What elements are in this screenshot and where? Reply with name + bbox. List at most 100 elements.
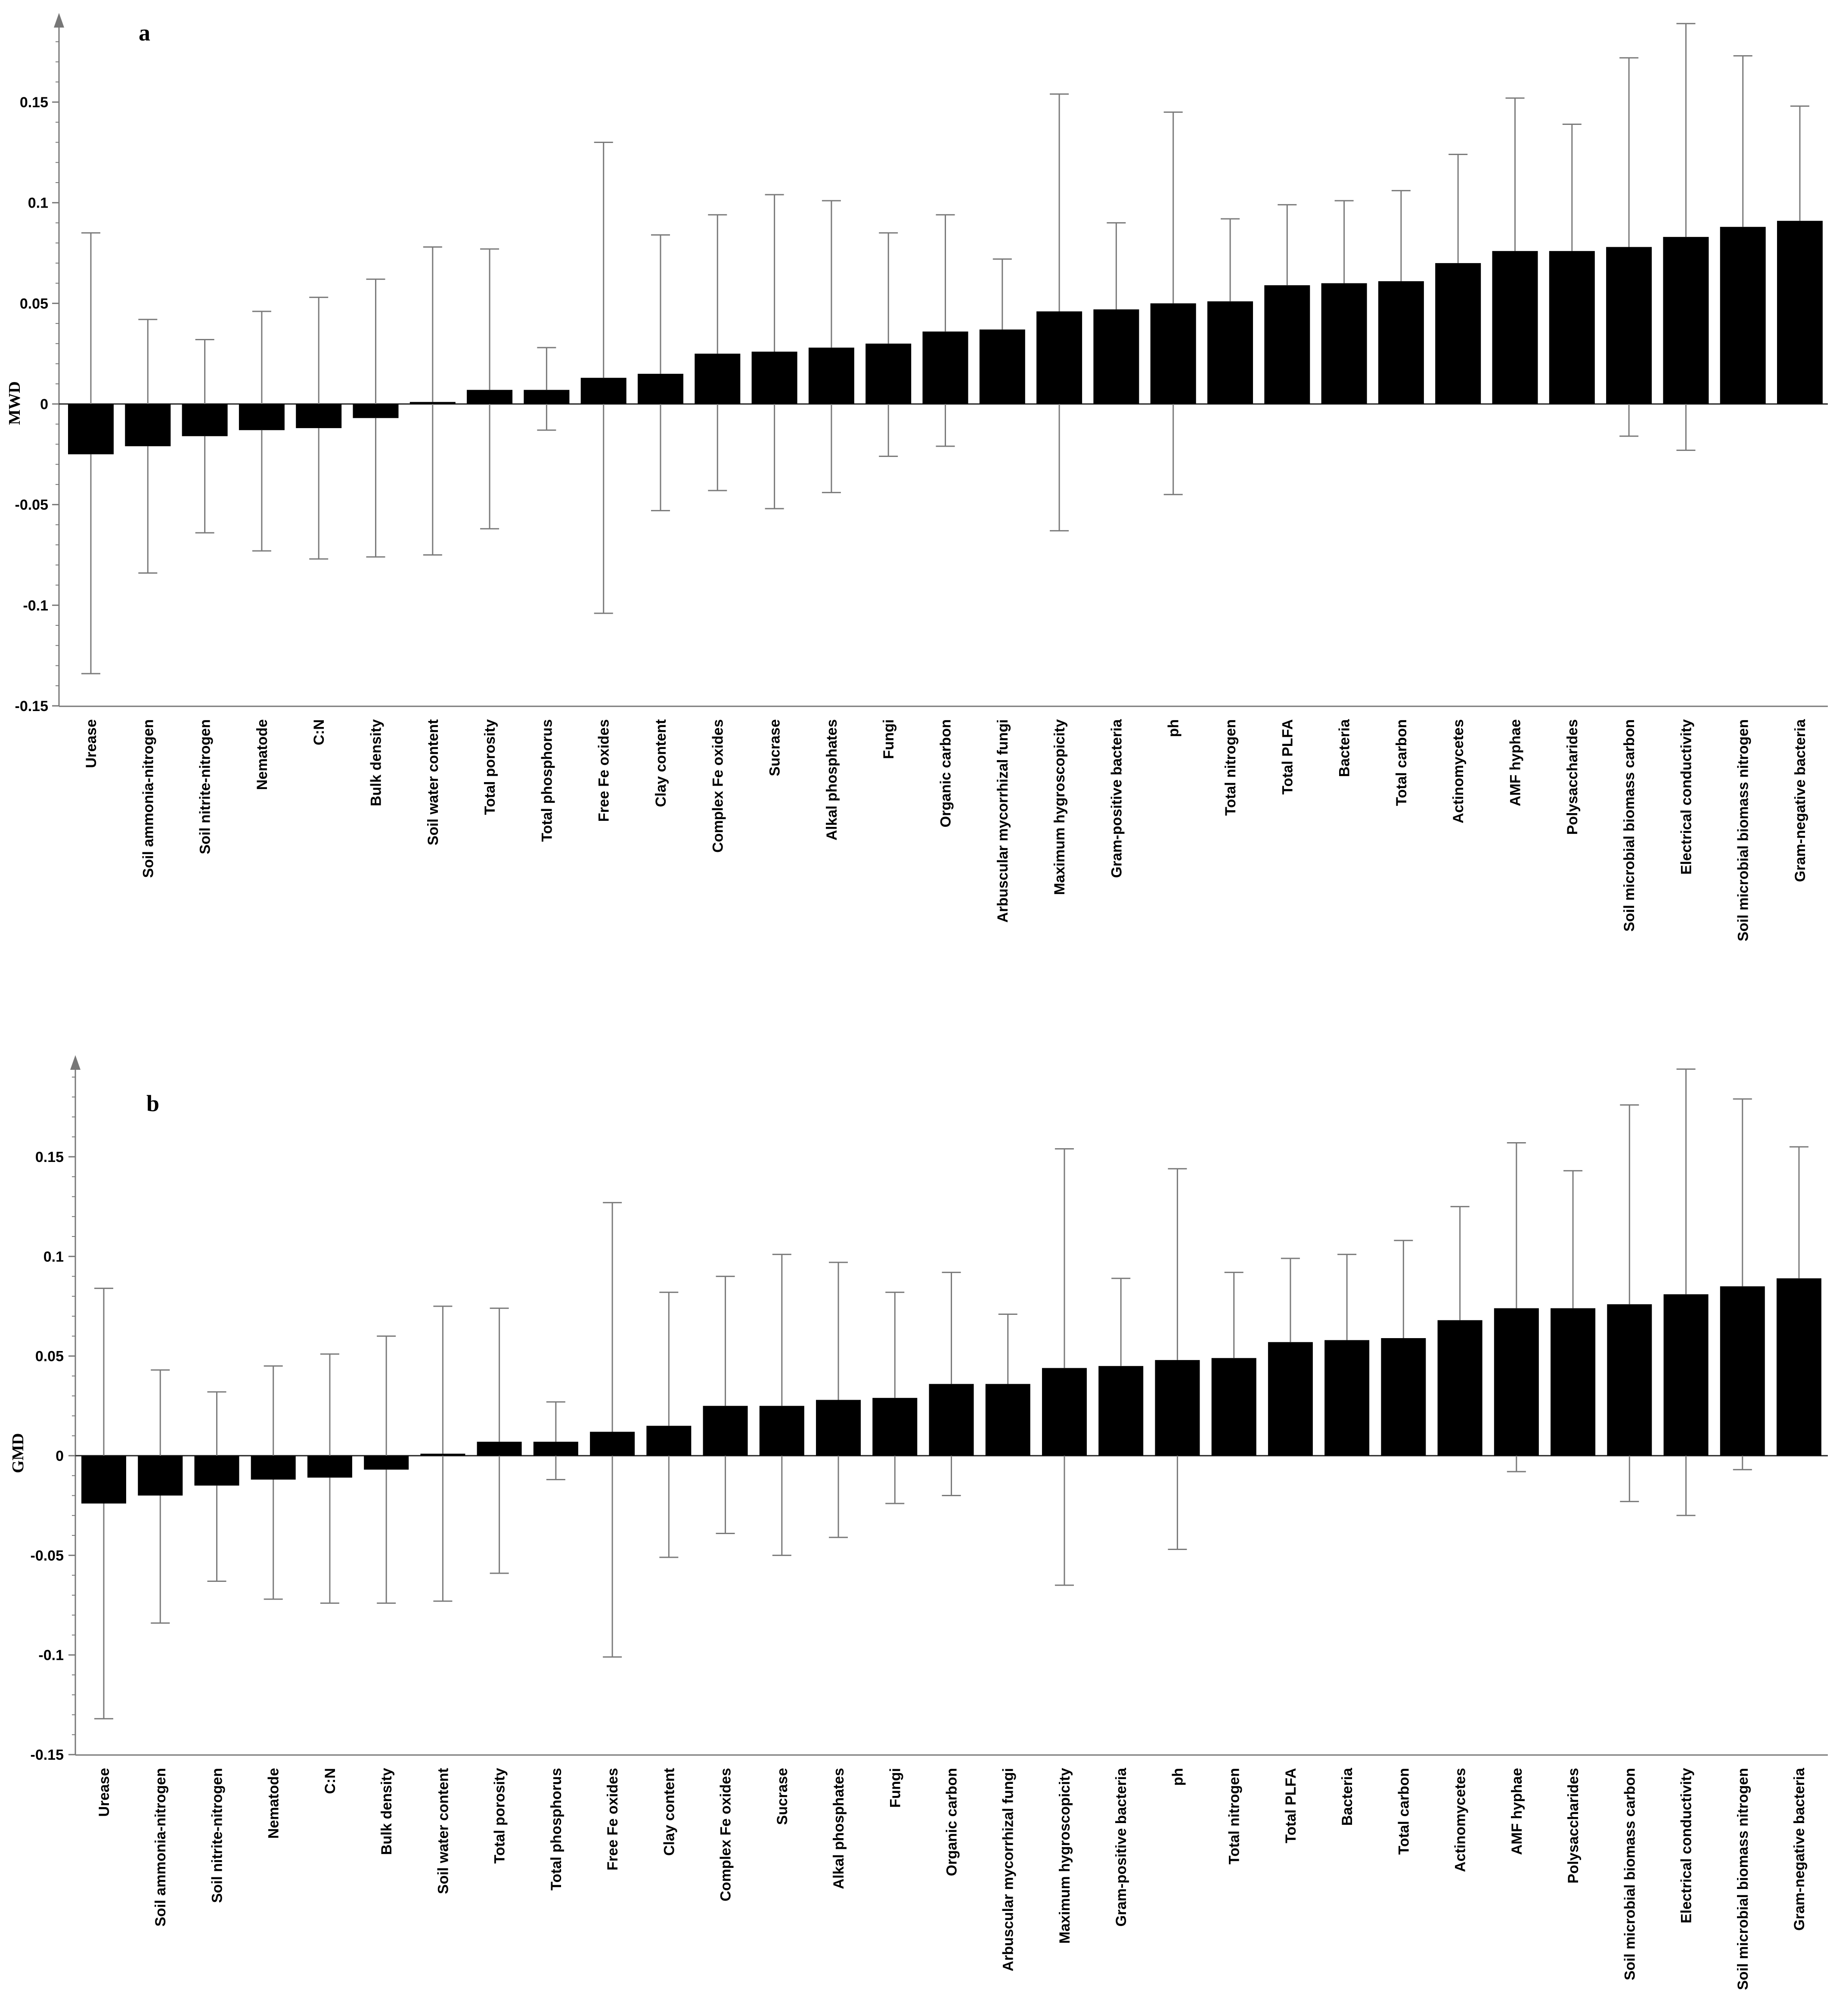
bar [1155, 1360, 1200, 1456]
x-tick-label: Total phosphorus [539, 719, 555, 842]
x-tick-label: Organic carbon [944, 1768, 960, 1876]
x-tick-label: Sucrase [774, 1768, 791, 1825]
bar [533, 1441, 578, 1456]
x-tick-label: Gram-negative bacteria [1792, 719, 1808, 882]
bar [1663, 1294, 1709, 1456]
bar [1036, 311, 1082, 404]
x-tick-label: Alkal phosphates [824, 719, 840, 841]
bar [353, 404, 399, 418]
y-tick-label: -0.15 [31, 1747, 64, 1763]
panel-a-chart: a MWD 0.15 0.1 0.05 0 -0.05 -0.1 -0.15 Urease So… [6, 13, 1828, 941]
x-tick-label: Soil nitrite-nitrogen [209, 1768, 225, 1903]
x-tick-label: Urease [83, 719, 99, 768]
bar [125, 404, 171, 447]
x-tick-label: AMF hyphae [1507, 719, 1524, 806]
bar [1607, 1304, 1652, 1456]
y-tick-label: 0.1 [43, 1249, 64, 1265]
x-tick-label: Clay content [653, 719, 669, 807]
bar [296, 404, 342, 429]
bar [703, 1406, 748, 1456]
x-tick-label: Clay content [661, 1768, 677, 1856]
x-tick-label: Arbuscular mycorrhizal fungi [995, 719, 1011, 923]
bar [1777, 1278, 1821, 1456]
y-tick-label: 0.05 [35, 1348, 64, 1365]
bar [979, 329, 1025, 404]
bar [580, 378, 627, 404]
x-tick-label: AMF hyphae [1509, 1768, 1525, 1855]
bar [1321, 283, 1367, 404]
x-tick-label: Polysaccharides [1565, 1768, 1582, 1883]
x-tick-label: Nematode [254, 719, 270, 790]
x-tick-label: Total nitrogen [1222, 719, 1239, 816]
x-tick-label: Soil microbial biomass carbon [1622, 1768, 1638, 1980]
bar [759, 1406, 804, 1456]
bar [1494, 1308, 1539, 1456]
x-tick-label: Soil nitrite-nitrogen [197, 719, 214, 854]
bar [1720, 1286, 1765, 1456]
x-tick-label: ph [1169, 1768, 1186, 1786]
bar [1324, 1340, 1370, 1456]
x-tick-label: Free Fe oxides [596, 719, 612, 822]
x-tick-label: Gram-negative bacteria [1791, 1767, 1808, 1931]
x-tick-label: Total phosphorus [548, 1768, 564, 1891]
bar [865, 343, 912, 404]
x-tick-label: Soil water content [425, 719, 441, 845]
bar [1492, 251, 1538, 404]
bar [1437, 1320, 1483, 1456]
x-tick-label: Total porosity [482, 719, 498, 815]
x-tick-label: Bacteria [1339, 1767, 1355, 1826]
bar [409, 402, 456, 404]
x-tick-label: Bacteria [1337, 719, 1353, 777]
bar [1042, 1368, 1087, 1456]
x-tick-label: Bulk density [368, 719, 385, 806]
y-tick-label: 0 [40, 396, 48, 413]
panel-a-letter: a [139, 20, 150, 46]
x-tick-label: Arbuscular mycorrhizal fungi [1000, 1768, 1017, 1971]
x-tick-label: Actinomycetes [1452, 1768, 1469, 1872]
bar [81, 1456, 126, 1504]
bar [1378, 281, 1424, 404]
panel-a-y-axis-title: MWD [6, 381, 24, 425]
bar [1268, 1342, 1313, 1456]
bar [1606, 247, 1652, 404]
bar [239, 404, 285, 430]
bar [420, 1454, 465, 1456]
bar [182, 404, 228, 436]
x-tick-label: Total carbon [1393, 719, 1410, 806]
x-tick-label: Fungi [887, 1768, 903, 1808]
x-tick-label: Free Fe oxides [605, 1768, 621, 1870]
bar [922, 331, 968, 404]
x-tick-label: Complex Fe oxides [718, 1768, 734, 1901]
bar [251, 1456, 296, 1480]
bar [1207, 301, 1253, 404]
x-tick-label: Organic carbon [938, 719, 954, 827]
bar [590, 1432, 635, 1456]
x-tick-label: Bulk density [378, 1768, 395, 1855]
bar [467, 390, 513, 404]
bar [1663, 237, 1709, 404]
x-tick-label: Electrical conductivity [1678, 1768, 1695, 1923]
x-tick-label: Total nitrogen [1226, 1768, 1243, 1864]
bar [872, 1398, 918, 1456]
bar [1720, 227, 1766, 404]
bar [1551, 1308, 1596, 1456]
panel-b-letter: b [146, 1090, 159, 1116]
bar [1150, 303, 1196, 404]
bar [751, 351, 797, 404]
bar [307, 1456, 352, 1478]
y-tick-label: -0.05 [15, 497, 49, 513]
bar [1381, 1338, 1426, 1456]
x-tick-label: Maximum hygroscopicity [1051, 719, 1068, 895]
x-tick-label: Fungi [881, 719, 897, 759]
y-axis-arrow-icon [70, 1055, 81, 1070]
x-tick-label: Total porosity [492, 1768, 508, 1864]
x-tick-label: Actinomycetes [1450, 719, 1467, 823]
y-tick-label: -0.05 [31, 1547, 64, 1564]
y-tick-label: -0.1 [38, 1647, 64, 1664]
bar [68, 404, 114, 454]
bar [477, 1441, 522, 1456]
x-tick-label: Electrical conductivity [1678, 719, 1694, 875]
x-tick-label: Total PLFA [1279, 719, 1296, 795]
x-tick-label: Sucrase [767, 719, 783, 776]
bar [638, 373, 683, 404]
